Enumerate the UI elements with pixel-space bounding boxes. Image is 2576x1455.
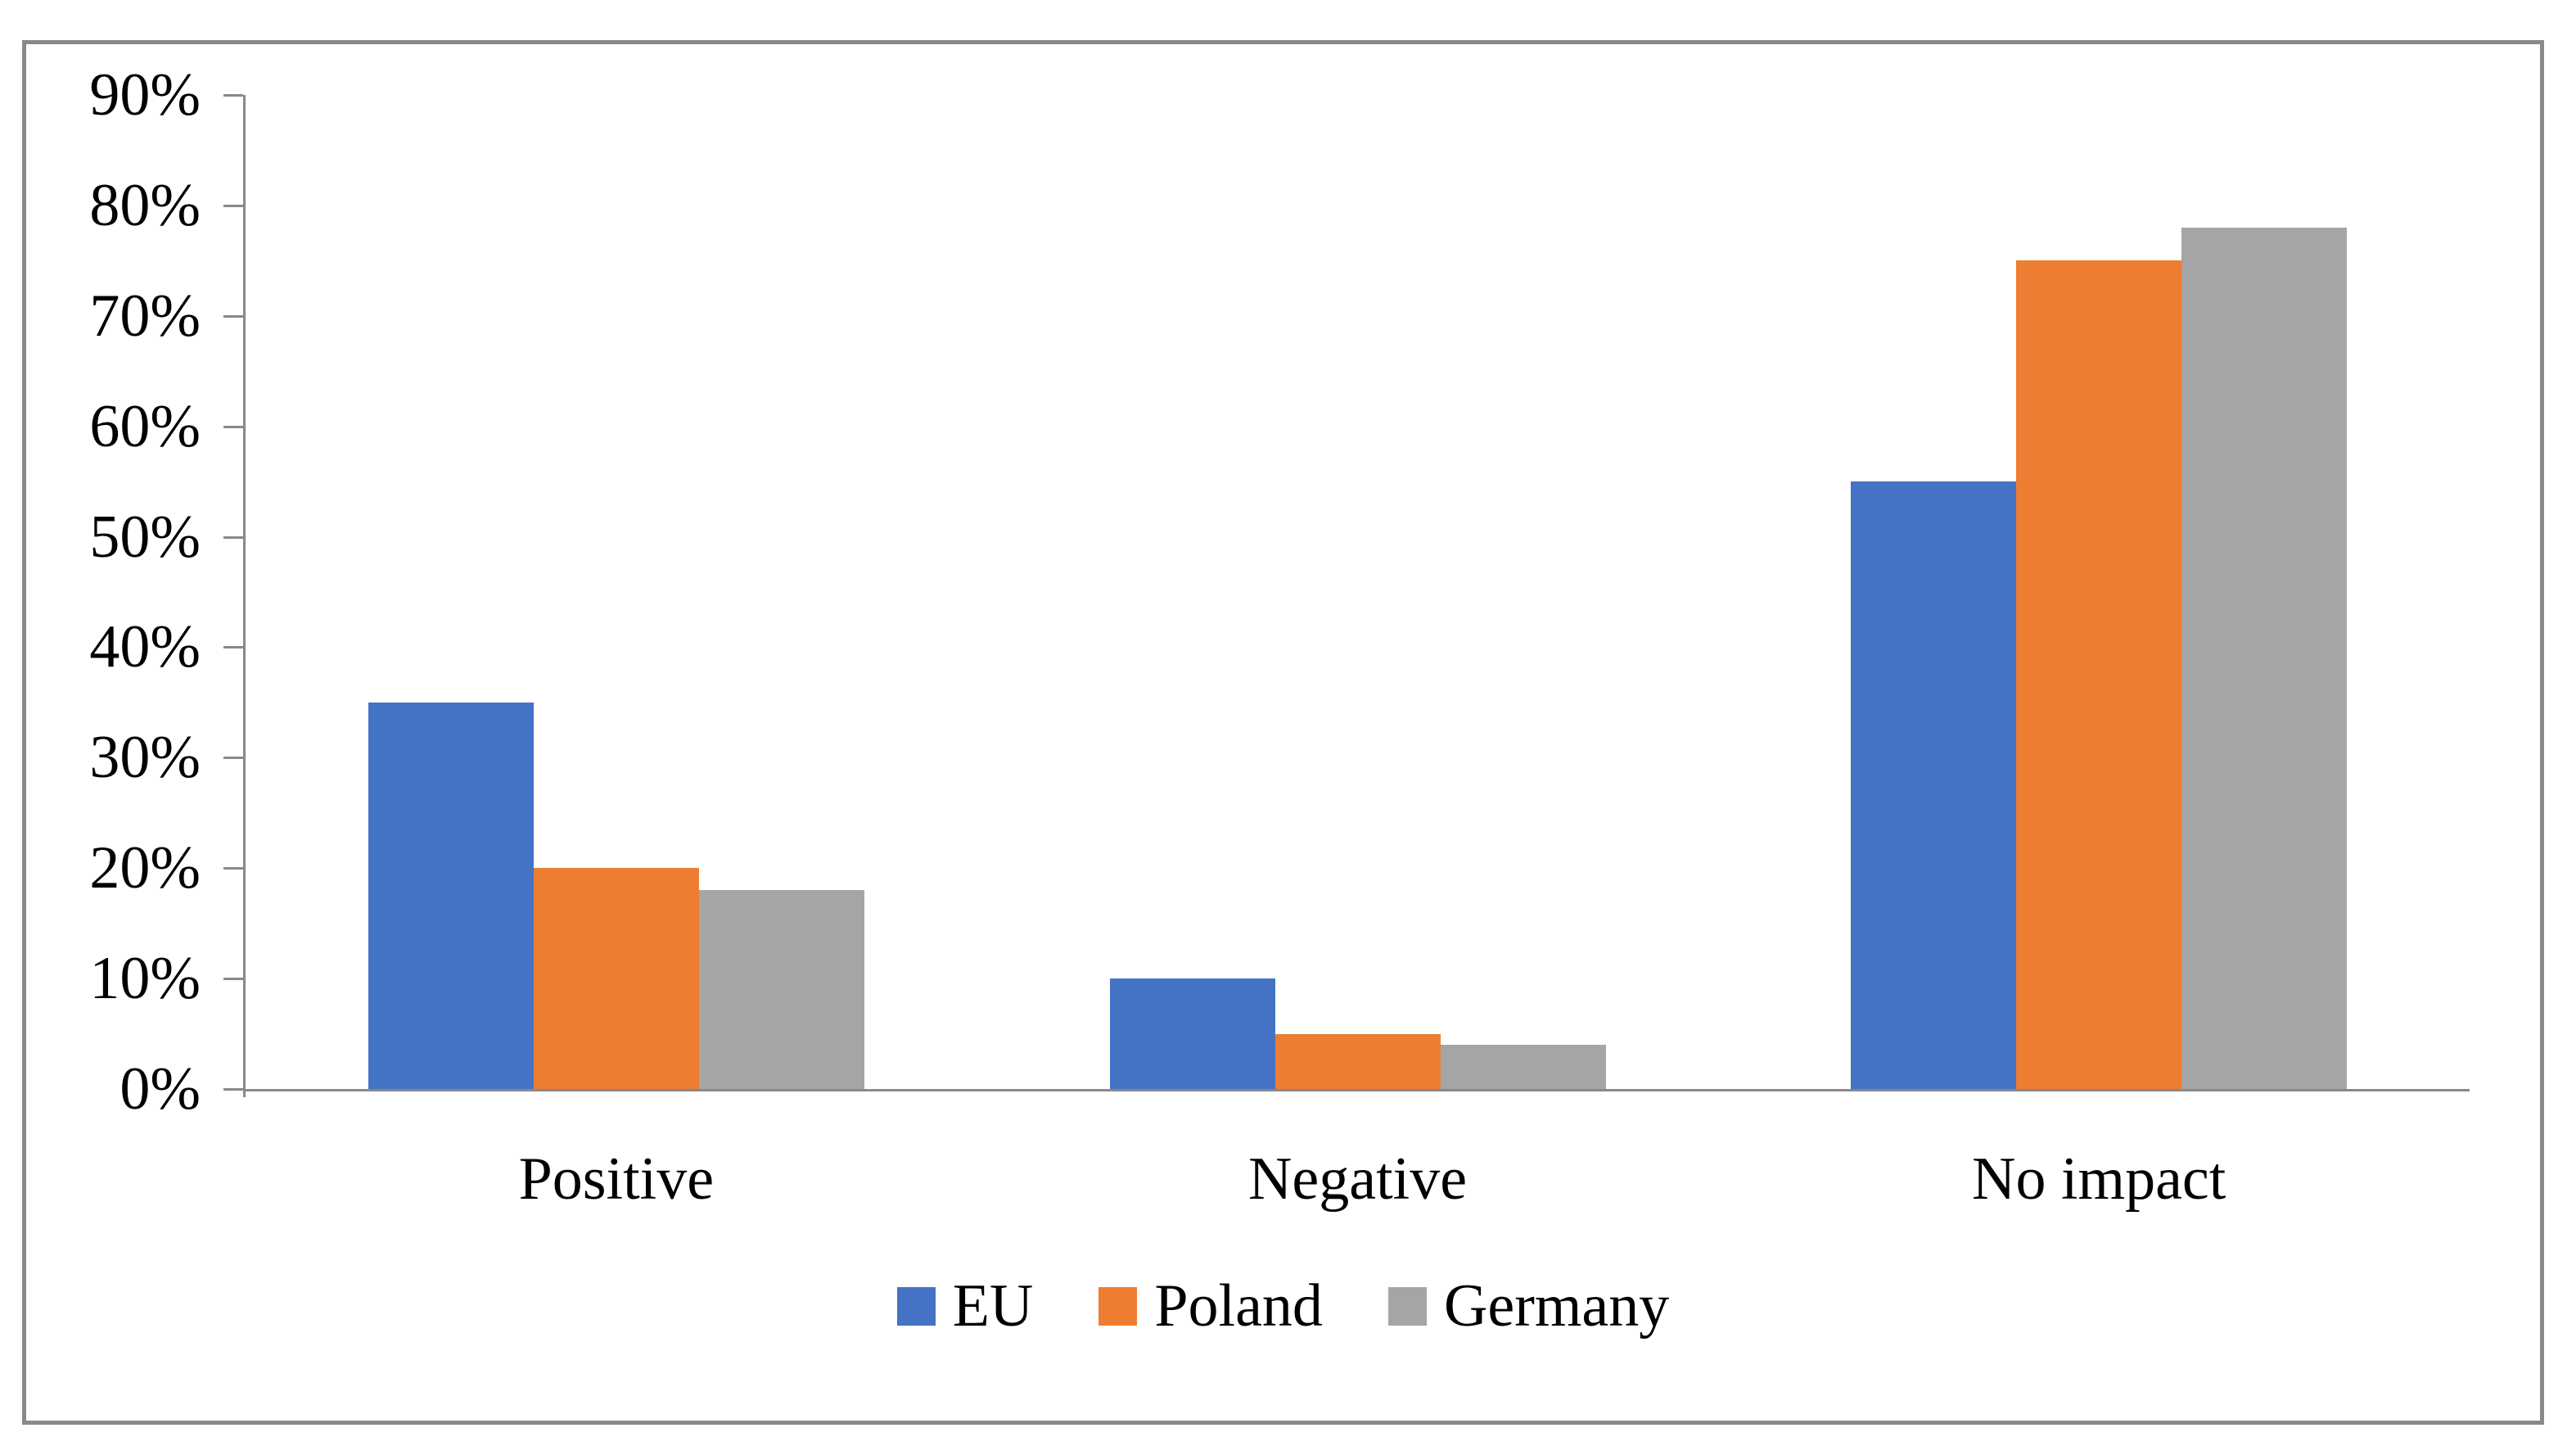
y-axis-tick-label: 0% (120, 1055, 201, 1123)
bar-poland-positive (533, 868, 699, 1089)
legend-label-eu: EU (952, 1272, 1034, 1340)
legend-label-germany: Germany (1443, 1272, 1670, 1340)
bar-group-no-impact (1728, 95, 2470, 1089)
legend-item-germany: Germany (1387, 1272, 1670, 1340)
y-axis-tick-mark (223, 757, 243, 760)
y-axis-tick-label: 10% (89, 945, 201, 1013)
legend-swatch-eu (896, 1286, 936, 1326)
y-axis-tick-mark (223, 204, 243, 207)
y-axis-tick-label: 90% (89, 61, 201, 129)
y-axis-line (243, 95, 246, 1097)
bar-germany-negative (1440, 1045, 1606, 1089)
x-axis-category-labels: Positive Negative No impact (246, 1145, 2470, 1214)
y-axis-tick-label: 50% (89, 503, 201, 571)
legend-swatch-germany (1387, 1286, 1427, 1326)
y-axis-tick-label: 60% (89, 392, 201, 460)
bar-germany-no-impact (2181, 227, 2348, 1089)
bar-group-positive (246, 95, 987, 1089)
bar-eu-positive (368, 702, 534, 1089)
x-axis-label-negative: Negative (1247, 1145, 1468, 1213)
y-axis-tick-label: 80% (89, 171, 201, 239)
plot-area: 0% 10% 20% 30% 40% 50% 60% 70% 80% 90% (89, 65, 2470, 1119)
bar-series-container (246, 95, 2470, 1089)
y-axis-tick-label: 20% (89, 834, 201, 902)
bar-eu-no-impact (1851, 481, 2017, 1089)
y-axis-tick-label: 70% (89, 282, 201, 350)
y-axis-tick-mark (223, 646, 243, 649)
bar-germany-positive (698, 890, 864, 1089)
x-axis-label-positive: Positive (518, 1145, 715, 1213)
y-axis-tick-label: 30% (89, 724, 201, 792)
x-axis-label-no-impact: No impact (1972, 1145, 2226, 1213)
y-axis-tick-mark (223, 314, 243, 318)
y-axis-tick-label: 40% (89, 613, 201, 681)
legend-swatch-poland (1099, 1286, 1138, 1326)
y-axis-tick-mark (223, 535, 243, 539)
x-axis-line (243, 1089, 2470, 1091)
y-axis-tick-mark (223, 1088, 243, 1091)
y-axis-tick-mark (223, 867, 243, 870)
bar-group-negative (987, 95, 1729, 1089)
bar-poland-negative (1274, 1033, 1441, 1089)
y-axis-tick-mark (223, 94, 243, 97)
legend: EU Poland Germany (22, 1276, 2544, 1336)
legend-label-poland: Poland (1154, 1272, 1323, 1340)
y-axis-tick-mark (223, 978, 243, 981)
legend-item-eu: EU (896, 1272, 1034, 1340)
bar-eu-negative (1109, 978, 1275, 1089)
y-axis-tick-mark (223, 425, 243, 428)
legend-item-poland: Poland (1099, 1276, 1323, 1336)
bar-poland-no-impact (2016, 260, 2182, 1089)
